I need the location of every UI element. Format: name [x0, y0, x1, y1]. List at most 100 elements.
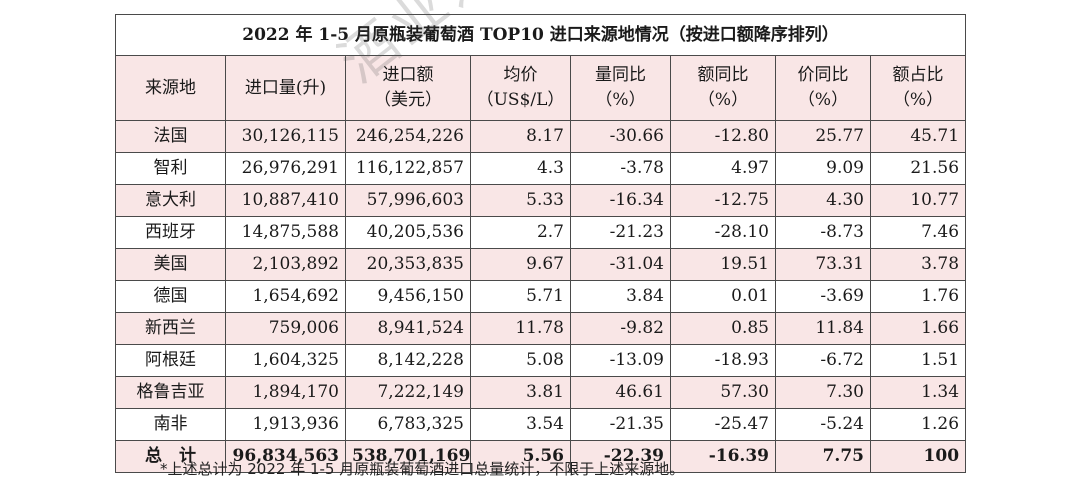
- value-cell: 5.33: [470, 184, 571, 217]
- country-cell: 新西兰: [115, 312, 226, 345]
- value-cell: -18.93: [670, 344, 776, 377]
- table-row: 西班牙 14,875,588 40,205,536 2.7 -21.23 -28.10 -8…: [115, 216, 967, 249]
- column-header: 均价 （US$/L）: [470, 55, 571, 121]
- value-cell: 14,875,588: [225, 216, 346, 249]
- column-header-unit: （%）: [697, 90, 749, 110]
- value-cell: -12.80: [670, 120, 776, 153]
- value-cell: 1.76: [869, 280, 967, 313]
- table-body: 法国 30,126,115 246,254,226 8.17 -30.66 -12.80 2…: [115, 120, 967, 473]
- value-cell: 1,894,170: [225, 376, 346, 409]
- column-header: 额占比 （%）: [869, 55, 967, 121]
- value-cell: 11.78: [470, 312, 571, 345]
- value-cell: -31.04: [570, 248, 671, 281]
- value-cell: 2,103,892: [225, 248, 346, 281]
- value-cell: -5.24: [775, 408, 871, 441]
- country-cell: 德国: [115, 280, 226, 313]
- value-cell: 4.3: [470, 152, 571, 185]
- footnote: *上述总计为 2022 年 1-5 月原瓶装葡萄酒进口总量统计，不限于上述来源地…: [160, 460, 685, 478]
- value-cell: 10,887,410: [225, 184, 346, 217]
- column-header-label: 额同比: [697, 65, 749, 86]
- value-cell: 1.26: [869, 408, 967, 441]
- value-cell: 9.67: [470, 248, 571, 281]
- country-cell: 南非: [115, 408, 226, 441]
- value-cell: 3.81: [470, 376, 571, 409]
- value-cell: 3.78: [869, 248, 967, 281]
- value-cell: 45.71: [869, 120, 967, 153]
- value-cell: 246,254,226: [345, 120, 471, 153]
- value-cell: 11.84: [775, 312, 871, 345]
- value-cell: -6.72: [775, 344, 871, 377]
- value-cell: -9.82: [570, 312, 671, 345]
- value-cell: 4.30: [775, 184, 871, 217]
- column-header: 价同比 （%）: [775, 55, 871, 121]
- value-cell: 46.61: [570, 376, 671, 409]
- table-row: 意大利 10,887,410 57,996,603 5.33 -16.34 -12.75 4…: [115, 184, 967, 217]
- value-cell: 30,126,115: [225, 120, 346, 153]
- column-header-label: 来源地: [145, 77, 196, 98]
- table-row: 美国 2,103,892 20,353,835 9.67 -31.04 19.51 73.3…: [115, 248, 967, 281]
- value-cell: 1,654,692: [225, 280, 346, 313]
- column-header-label: 进口量(升): [244, 77, 327, 98]
- column-header: 量同比 （%）: [570, 55, 671, 121]
- value-cell: 8,941,524: [345, 312, 471, 345]
- column-header-unit: （%）: [595, 90, 646, 110]
- value-cell: -16.34: [570, 184, 671, 217]
- column-header-label: 价同比: [797, 65, 849, 86]
- value-cell: 1,913,936: [225, 408, 346, 441]
- country-cell: 阿根廷: [115, 344, 226, 377]
- total-label: 总 计: [115, 440, 226, 473]
- value-cell: -21.35: [570, 408, 671, 441]
- total-value-cell: 538,701,169: [345, 440, 471, 473]
- value-cell: 3.84: [570, 280, 671, 313]
- total-value-cell: 7.75: [775, 440, 871, 473]
- table-row: 法国 30,126,115 246,254,226 8.17 -30.66 -12.80 2…: [115, 120, 967, 153]
- value-cell: 6,783,325: [345, 408, 471, 441]
- value-cell: 7.46: [869, 216, 967, 249]
- value-cell: 3.54: [470, 408, 571, 441]
- column-header: 进口额 （美元）: [345, 55, 471, 121]
- column-header-unit: （%）: [892, 90, 944, 110]
- column-header-unit: （美元）: [374, 90, 442, 110]
- country-cell: 意大利: [115, 184, 226, 217]
- country-cell: 法国: [115, 120, 226, 153]
- value-cell: 5.08: [470, 344, 571, 377]
- country-cell: 西班牙: [115, 216, 226, 249]
- value-cell: 1.34: [869, 376, 967, 409]
- table-row: 阿根廷 1,604,325 8,142,228 5.08 -13.09 -18.93 -6.…: [115, 344, 967, 377]
- value-cell: -30.66: [570, 120, 671, 153]
- value-cell: 759,006: [225, 312, 346, 345]
- column-header-unit: （US$/L）: [476, 90, 565, 110]
- value-cell: 19.51: [670, 248, 776, 281]
- value-cell: 0.85: [670, 312, 776, 345]
- value-cell: -28.10: [670, 216, 776, 249]
- value-cell: -8.73: [775, 216, 871, 249]
- country-cell: 格鲁吉亚: [115, 376, 226, 409]
- total-row: 总 计 96,834,563 538,701,169 5.56 -22.39 -16.39…: [115, 440, 967, 473]
- table-row: 德国 1,654,692 9,456,150 5.71 3.84 0.01 -3.69 1.7…: [115, 280, 967, 313]
- value-cell: 116,122,857: [345, 152, 471, 185]
- value-cell: 8,142,228: [345, 344, 471, 377]
- value-cell: -3.69: [775, 280, 871, 313]
- column-header: 来源地: [115, 55, 226, 121]
- value-cell: 7.30: [775, 376, 871, 409]
- value-cell: 40,205,536: [345, 216, 471, 249]
- table-title: 2022 年 1-5 月原瓶装葡萄酒 TOP10 进口来源地情况（按进口额降序排…: [114, 14, 967, 56]
- value-cell: 9.09: [775, 152, 871, 185]
- column-header: 额同比 （%）: [670, 55, 776, 121]
- value-cell: 7,222,149: [345, 376, 471, 409]
- value-cell: -3.78: [570, 152, 671, 185]
- column-header-label: 额占比: [892, 65, 944, 86]
- import-table: 2022 年 1-5 月原瓶装葡萄酒 TOP10 进口来源地情况（按进口额降序排…: [114, 14, 967, 473]
- column-header-label: 进口额: [382, 65, 434, 86]
- column-header-unit: （%）: [797, 90, 849, 110]
- value-cell: -13.09: [570, 344, 671, 377]
- value-cell: -12.75: [670, 184, 776, 217]
- total-value-cell: -22.39: [570, 440, 671, 473]
- table-row: 南非 1,913,936 6,783,325 3.54 -21.35 -25.47 -5.2…: [115, 408, 967, 441]
- table-row: 格鲁吉亚 1,894,170 7,222,149 3.81 46.61 57.30 7.30…: [115, 376, 967, 409]
- column-header-label: 量同比: [595, 65, 646, 86]
- import-table-container: 2022 年 1-5 月原瓶装葡萄酒 TOP10 进口来源地情况（按进口额降序排…: [114, 0, 967, 473]
- value-cell: 57,996,603: [345, 184, 471, 217]
- value-cell: 73.31: [775, 248, 871, 281]
- value-cell: 21.56: [869, 152, 967, 185]
